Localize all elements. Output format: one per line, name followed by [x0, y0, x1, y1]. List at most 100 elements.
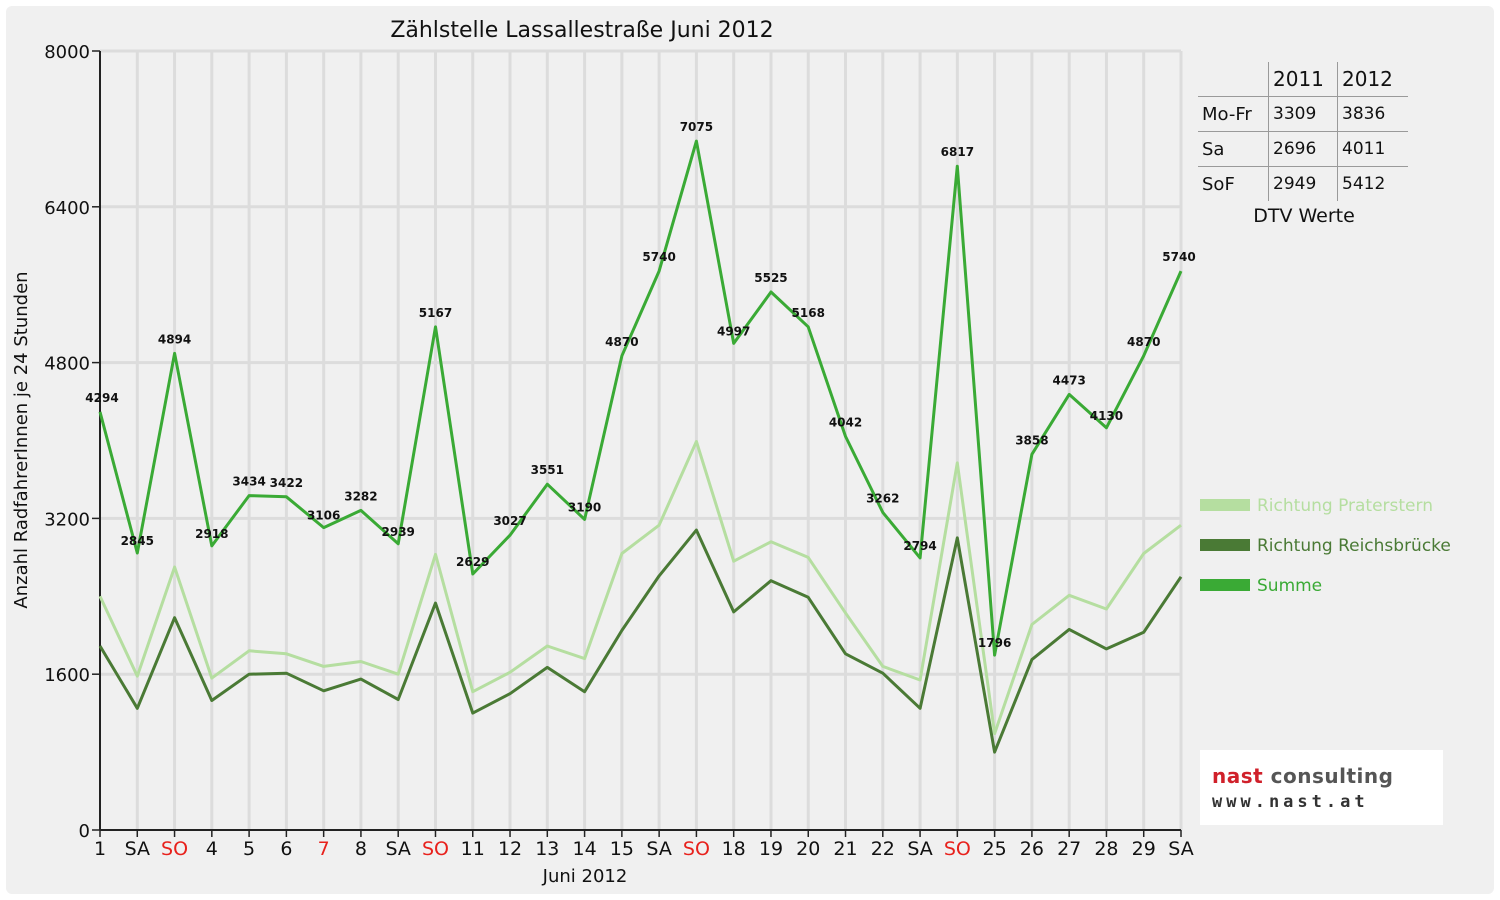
x-tick-label: 11	[461, 838, 485, 860]
x-tick-label: 4	[206, 838, 218, 860]
data-labels: 4294 2845 4894 2918 3434 3422 3106 3282 2939 5167…	[85, 120, 1195, 650]
data-label: 6817	[941, 145, 974, 159]
x-tick-label: SA	[385, 838, 410, 860]
y-tick-label: 8000	[44, 42, 90, 63]
x-tick-label: 15	[610, 838, 634, 860]
dtv-row: Mo-Fr 3309 3836	[1198, 96, 1408, 132]
legend-label: Richtung Reichsbrücke	[1257, 536, 1451, 556]
data-label: 4042	[829, 415, 862, 429]
x-tick-label: 19	[759, 838, 783, 860]
dtv-header-2012: 2012	[1337, 62, 1408, 97]
data-label: 2794	[903, 539, 936, 553]
company-logo: nast consulting www.nast.at	[1200, 750, 1443, 825]
legend-label: Summe	[1257, 576, 1322, 596]
x-axis-label: Juni 2012	[542, 866, 628, 887]
x-tick-label: SO	[683, 838, 710, 860]
data-label: 5740	[1162, 250, 1195, 264]
dtv-row-label: Sa	[1198, 131, 1269, 167]
data-label: 4870	[1127, 335, 1160, 349]
data-label: 4294	[85, 391, 118, 405]
y-tick-label: 4800	[44, 354, 90, 375]
data-label: 4473	[1052, 373, 1085, 387]
x-tick-label: SO	[944, 838, 971, 860]
data-label: 2939	[382, 525, 415, 539]
data-label: 2918	[195, 527, 228, 541]
data-label: 3434	[232, 475, 265, 489]
legend-swatch	[1200, 499, 1250, 511]
logo-name-part2: consulting	[1263, 764, 1394, 788]
x-tick-label: 22	[871, 838, 895, 860]
y-tick-label: 3200	[44, 509, 90, 530]
data-label: 5740	[642, 250, 675, 264]
y-axis-label: Anzahl RadfahrerInnen je 24 Stunden	[11, 271, 32, 608]
series-lines	[98, 139, 1183, 754]
dtv-caption: DTV Werte	[1253, 205, 1355, 227]
logo-name: nast consulting	[1212, 764, 1393, 788]
dtv-value-2012: 3836	[1337, 96, 1408, 132]
y-tick-label: 6400	[44, 198, 90, 219]
dtv-value-2012: 5412	[1337, 166, 1408, 201]
x-tick-label: SA	[125, 838, 150, 860]
gridlines	[100, 49, 1183, 830]
x-tick-label: 18	[722, 838, 746, 860]
x-tick-labels: 1 SA SO 4 5 6 7 8 SA SO 11 12 13 14 15 SA SO 18 19 20 21 22 SA…	[94, 838, 1194, 860]
dtv-row-label: SoF	[1202, 173, 1235, 195]
dtv-table-panel: 2011 2012 Mo-Fr 3309 3836 Sa 2696 4011 S…	[1198, 62, 1413, 242]
x-tick-label: 21	[833, 838, 857, 860]
data-label: 5167	[419, 306, 452, 320]
data-label: 3282	[344, 489, 377, 503]
x-tick-label: 14	[572, 838, 596, 860]
dtv-header-row: 2011 2012	[1198, 62, 1408, 97]
x-tick-label: SA	[1168, 838, 1193, 860]
data-label: 5168	[792, 306, 825, 320]
dtv-value-2011: 2696	[1268, 131, 1338, 167]
x-tick-label: 25	[983, 838, 1007, 860]
dtv-value-2012: 4011	[1337, 131, 1408, 167]
legend-swatch	[1200, 539, 1250, 551]
legend: Richtung Praterstern Richtung Reichsbrück…	[1200, 496, 1451, 596]
logo-name-part1: nast	[1212, 764, 1264, 788]
data-label: 4870	[605, 335, 638, 349]
data-label: 3262	[866, 491, 899, 505]
data-label: 7075	[680, 120, 713, 134]
x-tick-label: 7	[318, 838, 330, 860]
dtv-value-2011: 3309	[1268, 96, 1338, 132]
x-tick-label: 13	[535, 838, 559, 860]
x-tick-label: SA	[907, 838, 932, 860]
dtv-row-label: Mo-Fr	[1198, 96, 1269, 132]
x-tick-label: 27	[1057, 838, 1081, 860]
dtv-value-2011: 2949	[1268, 166, 1338, 201]
series-line	[98, 440, 1182, 736]
x-tick-label: SO	[161, 838, 188, 860]
logo-url: www.nast.at	[1212, 792, 1369, 812]
data-label: 3106	[307, 509, 340, 523]
dtv-header-2011: 2011	[1268, 62, 1338, 97]
y-tick-labels: 0 1600 3200 4800 6400 8000	[44, 42, 90, 842]
dtv-header-empty	[1198, 62, 1269, 97]
dtv-row: Sa 2696 4011	[1198, 131, 1408, 167]
chart-title: Zählstelle Lassallestraße Juni 2012	[390, 18, 773, 43]
legend-label: Richtung Praterstern	[1257, 496, 1433, 516]
x-tick-label: 5	[243, 838, 255, 860]
data-label: 3027	[493, 514, 526, 528]
axes	[92, 50, 1182, 837]
data-label: 3190	[568, 500, 601, 514]
y-tick-label: 0	[79, 821, 90, 842]
x-tick-label: 1	[94, 838, 106, 860]
data-label: 3858	[1015, 433, 1048, 447]
data-label: 4130	[1090, 409, 1123, 423]
data-label: 5525	[754, 271, 787, 285]
series-line	[98, 139, 1183, 657]
data-label: 3422	[270, 476, 303, 490]
x-tick-label: 20	[796, 838, 820, 860]
dtv-table: 2011 2012 Mo-Fr 3309 3836 Sa 2696 4011 S…	[1198, 62, 1408, 201]
data-label: 2629	[456, 555, 489, 569]
legend-swatch	[1200, 579, 1250, 591]
y-tick-label: 1600	[44, 665, 90, 686]
dtv-row: SoF 2949 5412	[1198, 166, 1408, 201]
data-label: 1796	[978, 636, 1011, 650]
series-line	[98, 528, 1183, 754]
x-tick-label: 28	[1094, 838, 1118, 860]
x-tick-label: SO	[422, 838, 449, 860]
